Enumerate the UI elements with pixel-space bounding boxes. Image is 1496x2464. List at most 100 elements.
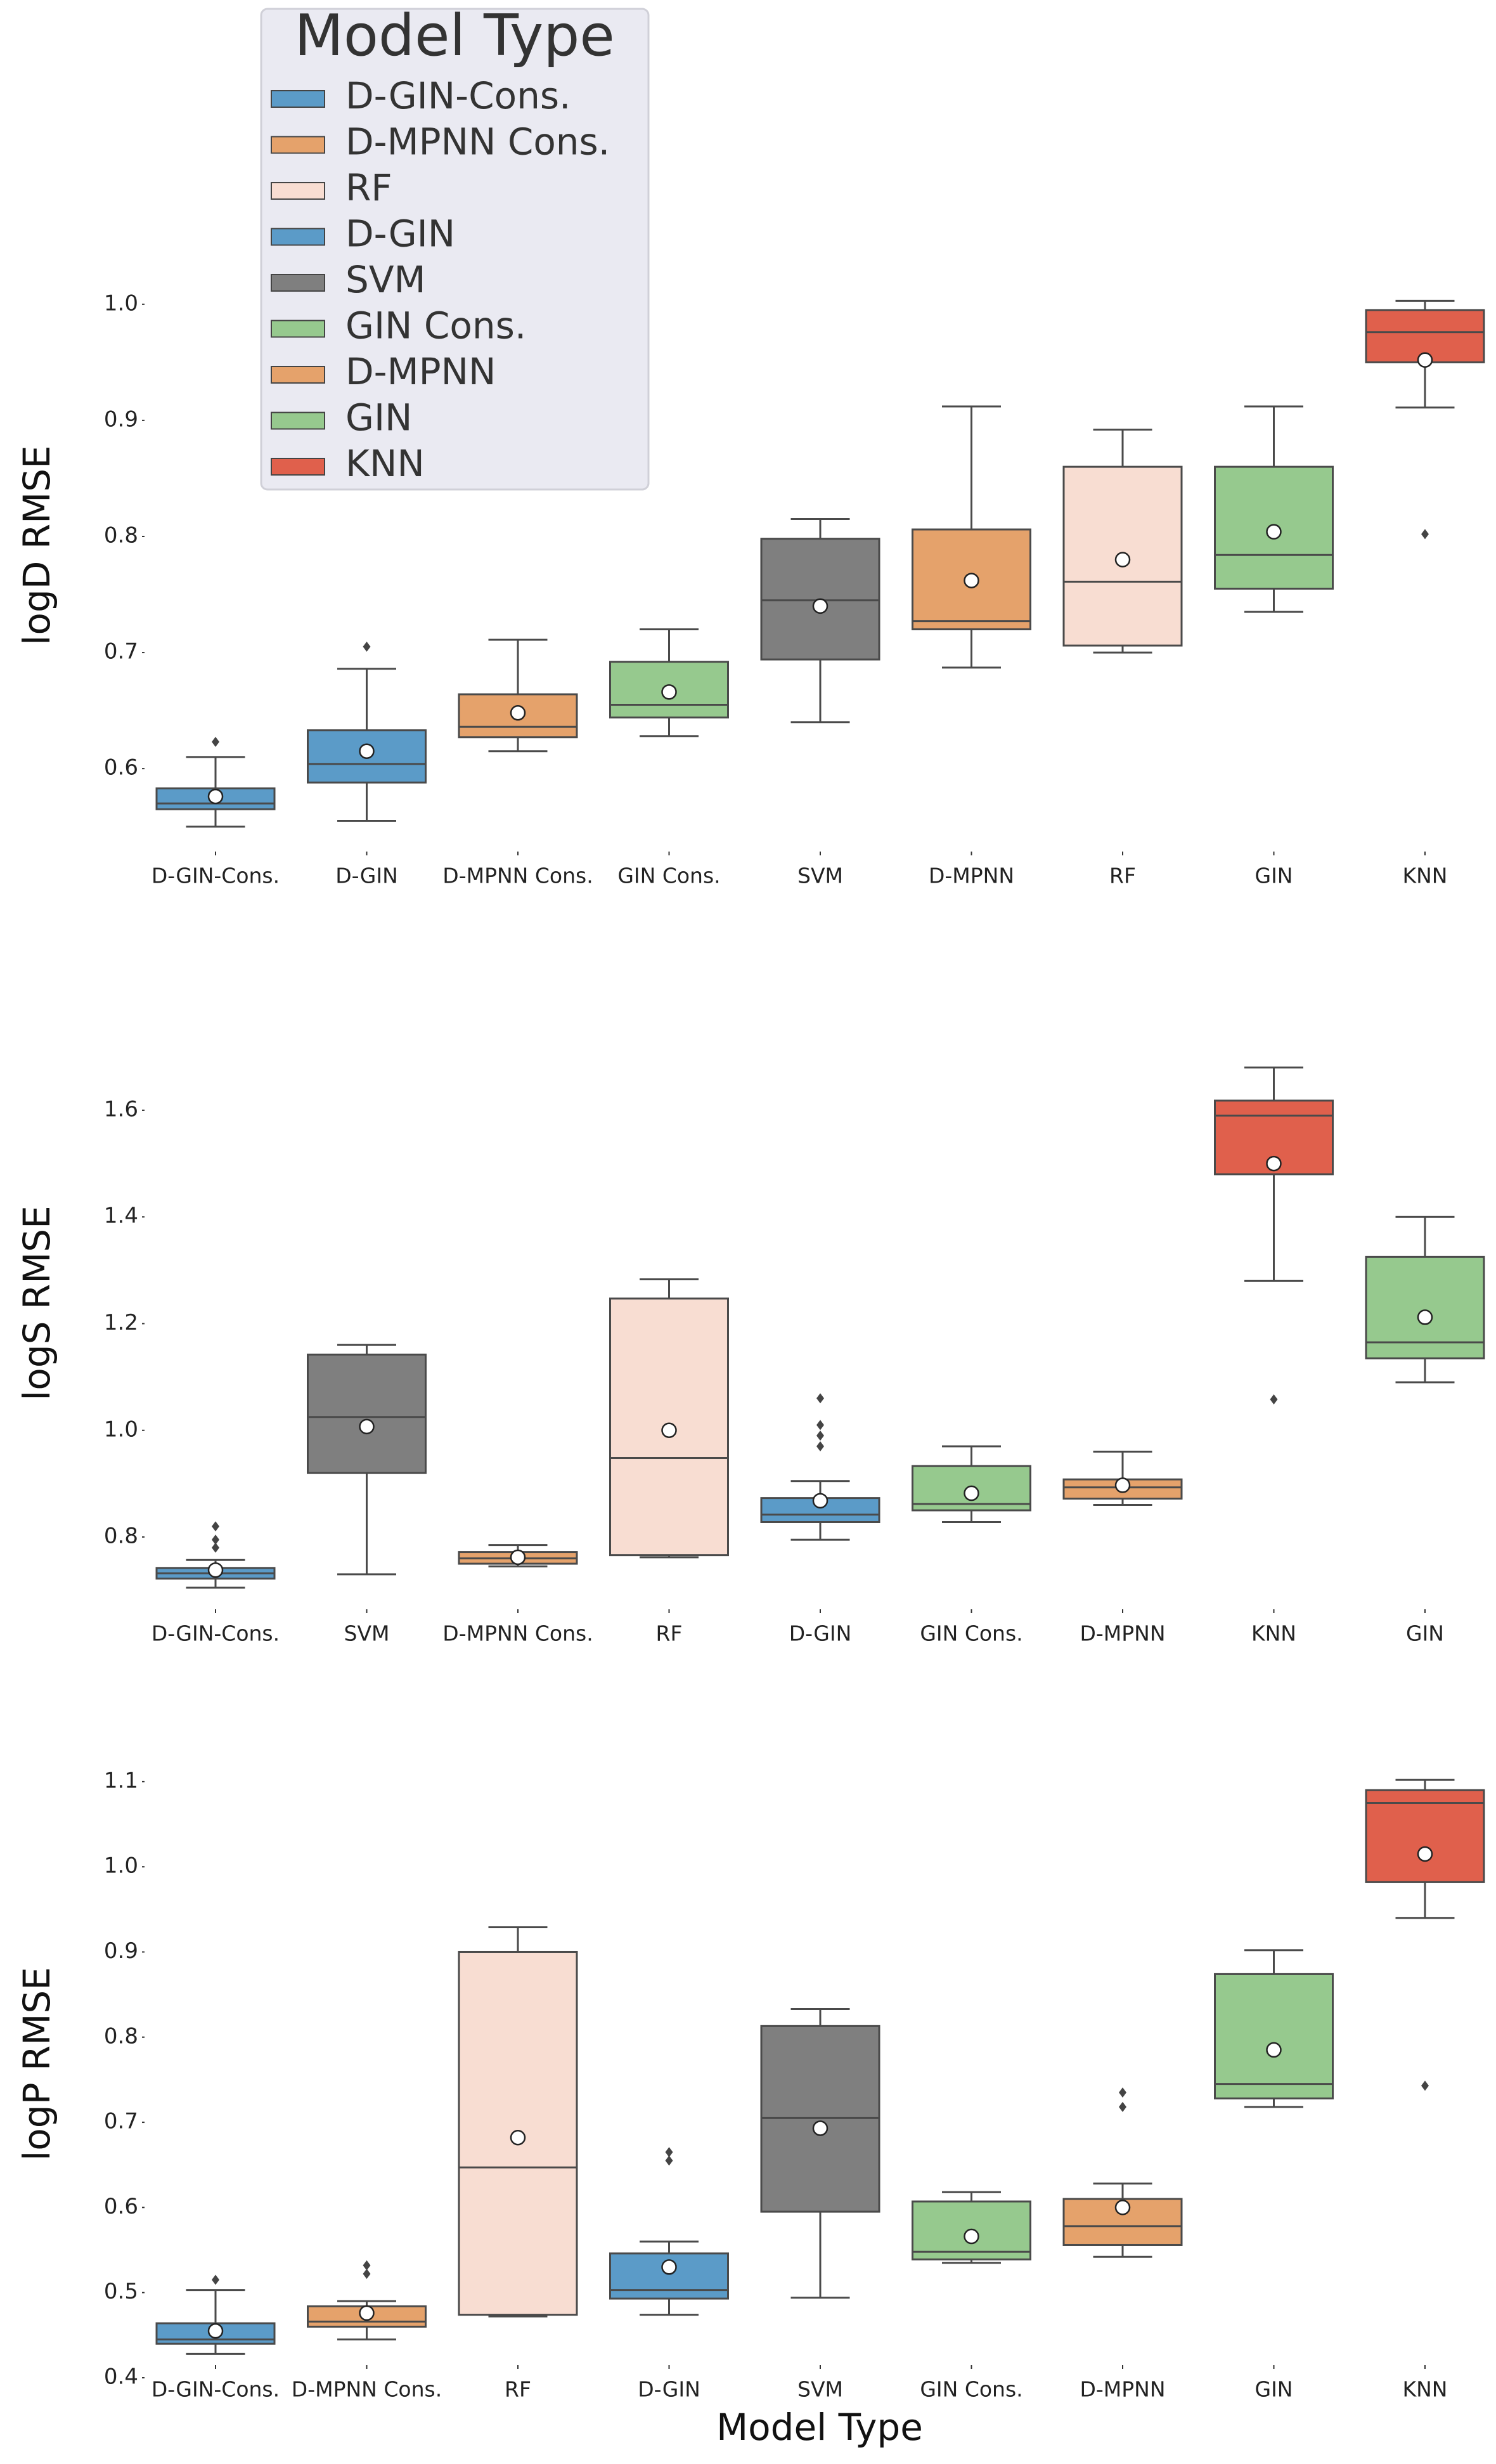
x-tick-label: D-GIN-Cons. <box>152 2377 280 2402</box>
x-tick-label: D-MPNN <box>1080 1621 1165 1646</box>
y-tick-label: 0.8 <box>104 523 138 548</box>
mean-marker <box>1114 1477 1131 1493</box>
box-gin <box>1214 1949 1334 2108</box>
mean-marker <box>1114 552 1131 567</box>
legend-label: D-GIN <box>345 212 455 256</box>
legend-item: D-MPNN Cons. <box>271 120 610 164</box>
box-d-gin-cons <box>155 1521 276 1589</box>
outlier-point <box>212 1542 219 1553</box>
x-tick-label: D-GIN-Cons. <box>152 1621 280 1646</box>
y-tick-label: 0.8 <box>104 2023 138 2049</box>
x-axis-label: Model Type <box>716 2406 923 2449</box>
outlier-point <box>212 737 219 748</box>
y-axis-label: logS RMSE <box>15 1205 58 1400</box>
mean-marker <box>964 2228 979 2245</box>
y-tick-label: 0.9 <box>104 1938 138 1964</box>
legend-label: KNN <box>345 442 425 485</box>
x-tick-label: SVM <box>797 864 843 888</box>
mean-marker <box>510 705 526 721</box>
box-svm <box>307 1344 427 1576</box>
legend-label: GIN <box>345 396 412 439</box>
x-tick-label: GIN Cons. <box>920 1621 1022 1646</box>
legend-item: RF <box>271 166 392 209</box>
box-iqr <box>1062 2198 1183 2246</box>
y-tick-label: 0.8 <box>104 1524 138 1549</box>
outlier-point <box>212 2274 219 2285</box>
legend-item: D-GIN <box>271 212 455 256</box>
box-gin <box>1365 1216 1485 1384</box>
mean-marker <box>359 2305 375 2321</box>
mean-marker <box>510 2130 526 2146</box>
legend-label: RF <box>345 166 392 209</box>
mean-marker <box>207 2323 224 2339</box>
outlier-point <box>1421 529 1429 540</box>
outlier-point <box>1270 1394 1278 1404</box>
mean-marker <box>812 598 829 614</box>
outlier-point <box>816 1420 824 1430</box>
box-svm <box>760 2007 880 2299</box>
mean-marker <box>1266 524 1282 540</box>
x-tick-label: D-MPNN <box>1080 2377 1165 2402</box>
y-tick-label: 0.7 <box>104 639 138 665</box>
legend-item: GIN Cons. <box>271 304 526 347</box>
legend-swatch <box>271 366 325 384</box>
y-tick-label: 1.0 <box>104 290 138 316</box>
legend-item: SVM <box>271 258 426 301</box>
x-tick-label: D-MPNN <box>929 864 1014 888</box>
outlier-point <box>212 1521 219 1532</box>
x-tick-label: D-GIN <box>638 2377 700 2402</box>
box-iqr <box>609 661 729 719</box>
x-tick-label: RF <box>1109 864 1136 888</box>
mean-marker <box>964 573 979 588</box>
box-iqr <box>609 1297 729 1557</box>
x-tick-label: D-GIN-Cons. <box>152 864 280 888</box>
y-tick-label: 1.2 <box>104 1310 138 1335</box>
legend-swatch <box>271 136 325 154</box>
outlier-point <box>816 1430 824 1441</box>
mean-marker <box>661 2259 677 2275</box>
legend: Model Type D-GIN-Cons.D-MPNN Cons.RFD-GIN… <box>260 3 650 491</box>
x-tick-label: KNN <box>1402 2377 1447 2402</box>
panel-3: logP RMSE 0.4 0.5 0.6 0.7 0.8 0.9 1.0 1.1 D-GIN-C… <box>15 1768 1485 2449</box>
box-gin-cons <box>609 628 729 737</box>
box-d-gin <box>609 2147 729 2316</box>
mean-marker <box>359 1418 375 1435</box>
panel-2: logS RMSE 0.8 1.0 1.2 1.4 1.6 D-GIN-Cons. SVM D-… <box>15 1067 1485 1646</box>
legend-swatch <box>271 274 325 292</box>
legend-swatch <box>271 458 325 476</box>
legend-item: D-MPNN <box>271 350 496 393</box>
mean-marker <box>207 1562 224 1578</box>
y-tick-label: 0.4 <box>104 2364 138 2390</box>
legend-title: Model Type <box>294 3 615 69</box>
y-tick-label: 1.6 <box>104 1096 138 1122</box>
x-tick-label: GIN Cons. <box>920 2377 1022 2402</box>
mean-marker <box>359 743 375 759</box>
box-d-mpnn-cons <box>458 1544 578 1567</box>
legend-swatch <box>271 182 325 200</box>
y-tick-label: 0.9 <box>104 406 138 432</box>
outlier-point <box>1119 2101 1126 2112</box>
x-tick-label: RF <box>505 2377 531 2402</box>
x-tick-label: GIN Cons. <box>617 864 720 888</box>
box-rf <box>1062 429 1183 654</box>
panel-1: logD RMSE 0.6 0.7 0.8 0.9 1.0 D-GIN-Cons. D-GIN… <box>15 290 1485 888</box>
box-svm <box>760 518 880 723</box>
y-tick-label: 0.6 <box>104 755 138 781</box>
outlier-point <box>816 1393 824 1404</box>
y-tick-label: 1.0 <box>104 1853 138 1879</box>
x-tick-label: RF <box>656 1621 683 1646</box>
box-knn <box>1365 299 1485 540</box>
legend-swatch <box>271 228 325 246</box>
box-gin-cons <box>912 2191 1031 2264</box>
mean-marker <box>1417 352 1433 368</box>
box-iqr <box>1214 1973 1334 2099</box>
outlier-point <box>363 2260 371 2271</box>
y-tick-label: 1.1 <box>104 1768 138 1793</box>
legend-swatch <box>271 320 325 338</box>
outlier-point <box>1421 2080 1429 2091</box>
x-tick-label: KNN <box>1402 864 1447 888</box>
box-iqr <box>1365 1789 1485 1883</box>
x-tick-label: GIN <box>1406 1621 1444 1646</box>
box-knn <box>1365 1779 1485 2091</box>
